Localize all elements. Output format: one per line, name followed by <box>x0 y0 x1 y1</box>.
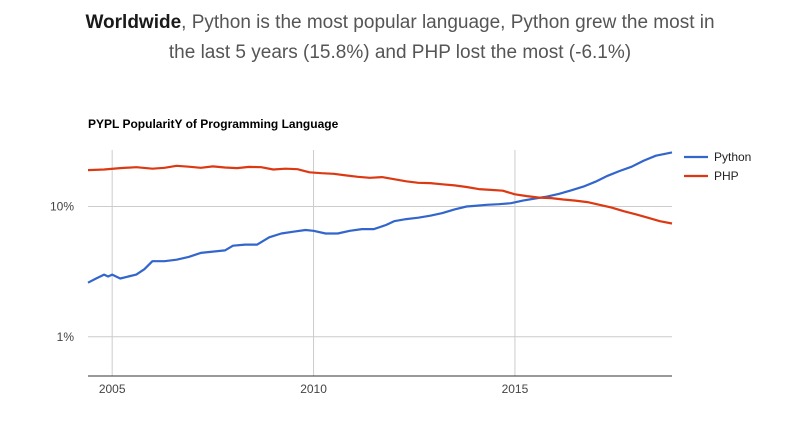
x-tick-label: 2005 <box>99 382 126 396</box>
headline-line-2: the last 5 years (15.8%) and PHP lost th… <box>168 42 632 63</box>
legend-label-python: Python <box>714 150 751 164</box>
series-lines <box>87 151 673 284</box>
headline: Worldwide, Python is the most popular la… <box>0 8 800 68</box>
x-tick-label: 2015 <box>502 382 529 396</box>
headline-bold: Worldwide <box>85 12 182 33</box>
headline-rest: , Python is the most popular language, P… <box>181 12 715 33</box>
legend: Python PHP <box>684 150 751 183</box>
x-tick-label: 2010 <box>300 382 327 396</box>
y-tick-label: 10% <box>50 199 74 213</box>
series-line-python <box>87 151 673 284</box>
chart-title: PYPL PopularitY of Programming Language <box>88 117 339 131</box>
legend-label-php: PHP <box>714 169 739 183</box>
headline-line-1: Worldwide, Python is the most popular la… <box>0 8 800 38</box>
series-line-php <box>87 164 673 225</box>
grid: 1% 10% 2005 2010 2015 <box>50 150 672 396</box>
y-tick-label: 1% <box>57 330 75 344</box>
